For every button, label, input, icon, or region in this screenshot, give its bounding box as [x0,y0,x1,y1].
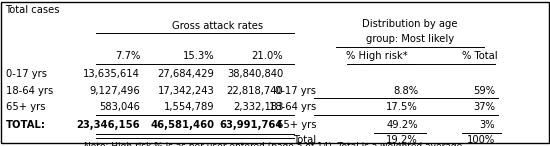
Text: 38,840,840: 38,840,840 [227,69,283,79]
Text: 37%: 37% [473,102,495,112]
Text: 13,635,614: 13,635,614 [84,69,140,79]
Text: group: Most likely: group: Most likely [366,34,454,44]
Text: 2,332,183: 2,332,183 [233,102,283,112]
Text: 583,046: 583,046 [100,102,140,112]
Text: 18-64 yrs: 18-64 yrs [6,86,53,95]
Text: 21.0%: 21.0% [252,51,283,61]
Text: 15.3%: 15.3% [183,51,215,61]
Text: 1,554,789: 1,554,789 [164,102,215,112]
Text: 17,342,243: 17,342,243 [158,86,214,95]
Text: 9,127,496: 9,127,496 [90,86,140,95]
Text: 7.7%: 7.7% [115,51,140,61]
Text: 0-17 yrs: 0-17 yrs [275,86,316,95]
Text: 22,818,740: 22,818,740 [227,86,283,95]
Text: 65+ yrs: 65+ yrs [6,102,45,112]
Text: Gross attack rates: Gross attack rates [172,21,263,31]
Text: 3%: 3% [480,120,495,130]
Text: 65+ yrs: 65+ yrs [277,120,316,130]
Text: 59%: 59% [473,86,495,95]
Text: 100%: 100% [467,135,495,145]
Text: 23,346,156: 23,346,156 [76,120,140,130]
Text: 49.2%: 49.2% [386,120,418,130]
Text: 46,581,460: 46,581,460 [151,120,214,130]
Text: 17.5%: 17.5% [386,102,418,112]
Text: TOTAL:: TOTAL: [6,120,46,130]
Text: Distribution by age: Distribution by age [362,19,458,29]
Text: 8.8%: 8.8% [393,86,418,95]
Text: 63,991,764: 63,991,764 [220,120,283,130]
Text: Note: High risk % is as per user entered (page 5 of 14). Total is a weighted ave: Note: High risk % is as per user entered… [85,142,465,146]
Text: % Total: % Total [462,51,498,61]
Text: % High risk*: % High risk* [346,51,408,61]
Text: 27,684,429: 27,684,429 [158,69,214,79]
Text: Total: Total [293,135,316,145]
Text: 0-17 yrs: 0-17 yrs [6,69,47,79]
Text: Total cases: Total cases [6,5,60,15]
Text: 18-64 yrs: 18-64 yrs [269,102,316,112]
Text: 19.2%: 19.2% [386,135,418,145]
FancyBboxPatch shape [1,2,549,143]
